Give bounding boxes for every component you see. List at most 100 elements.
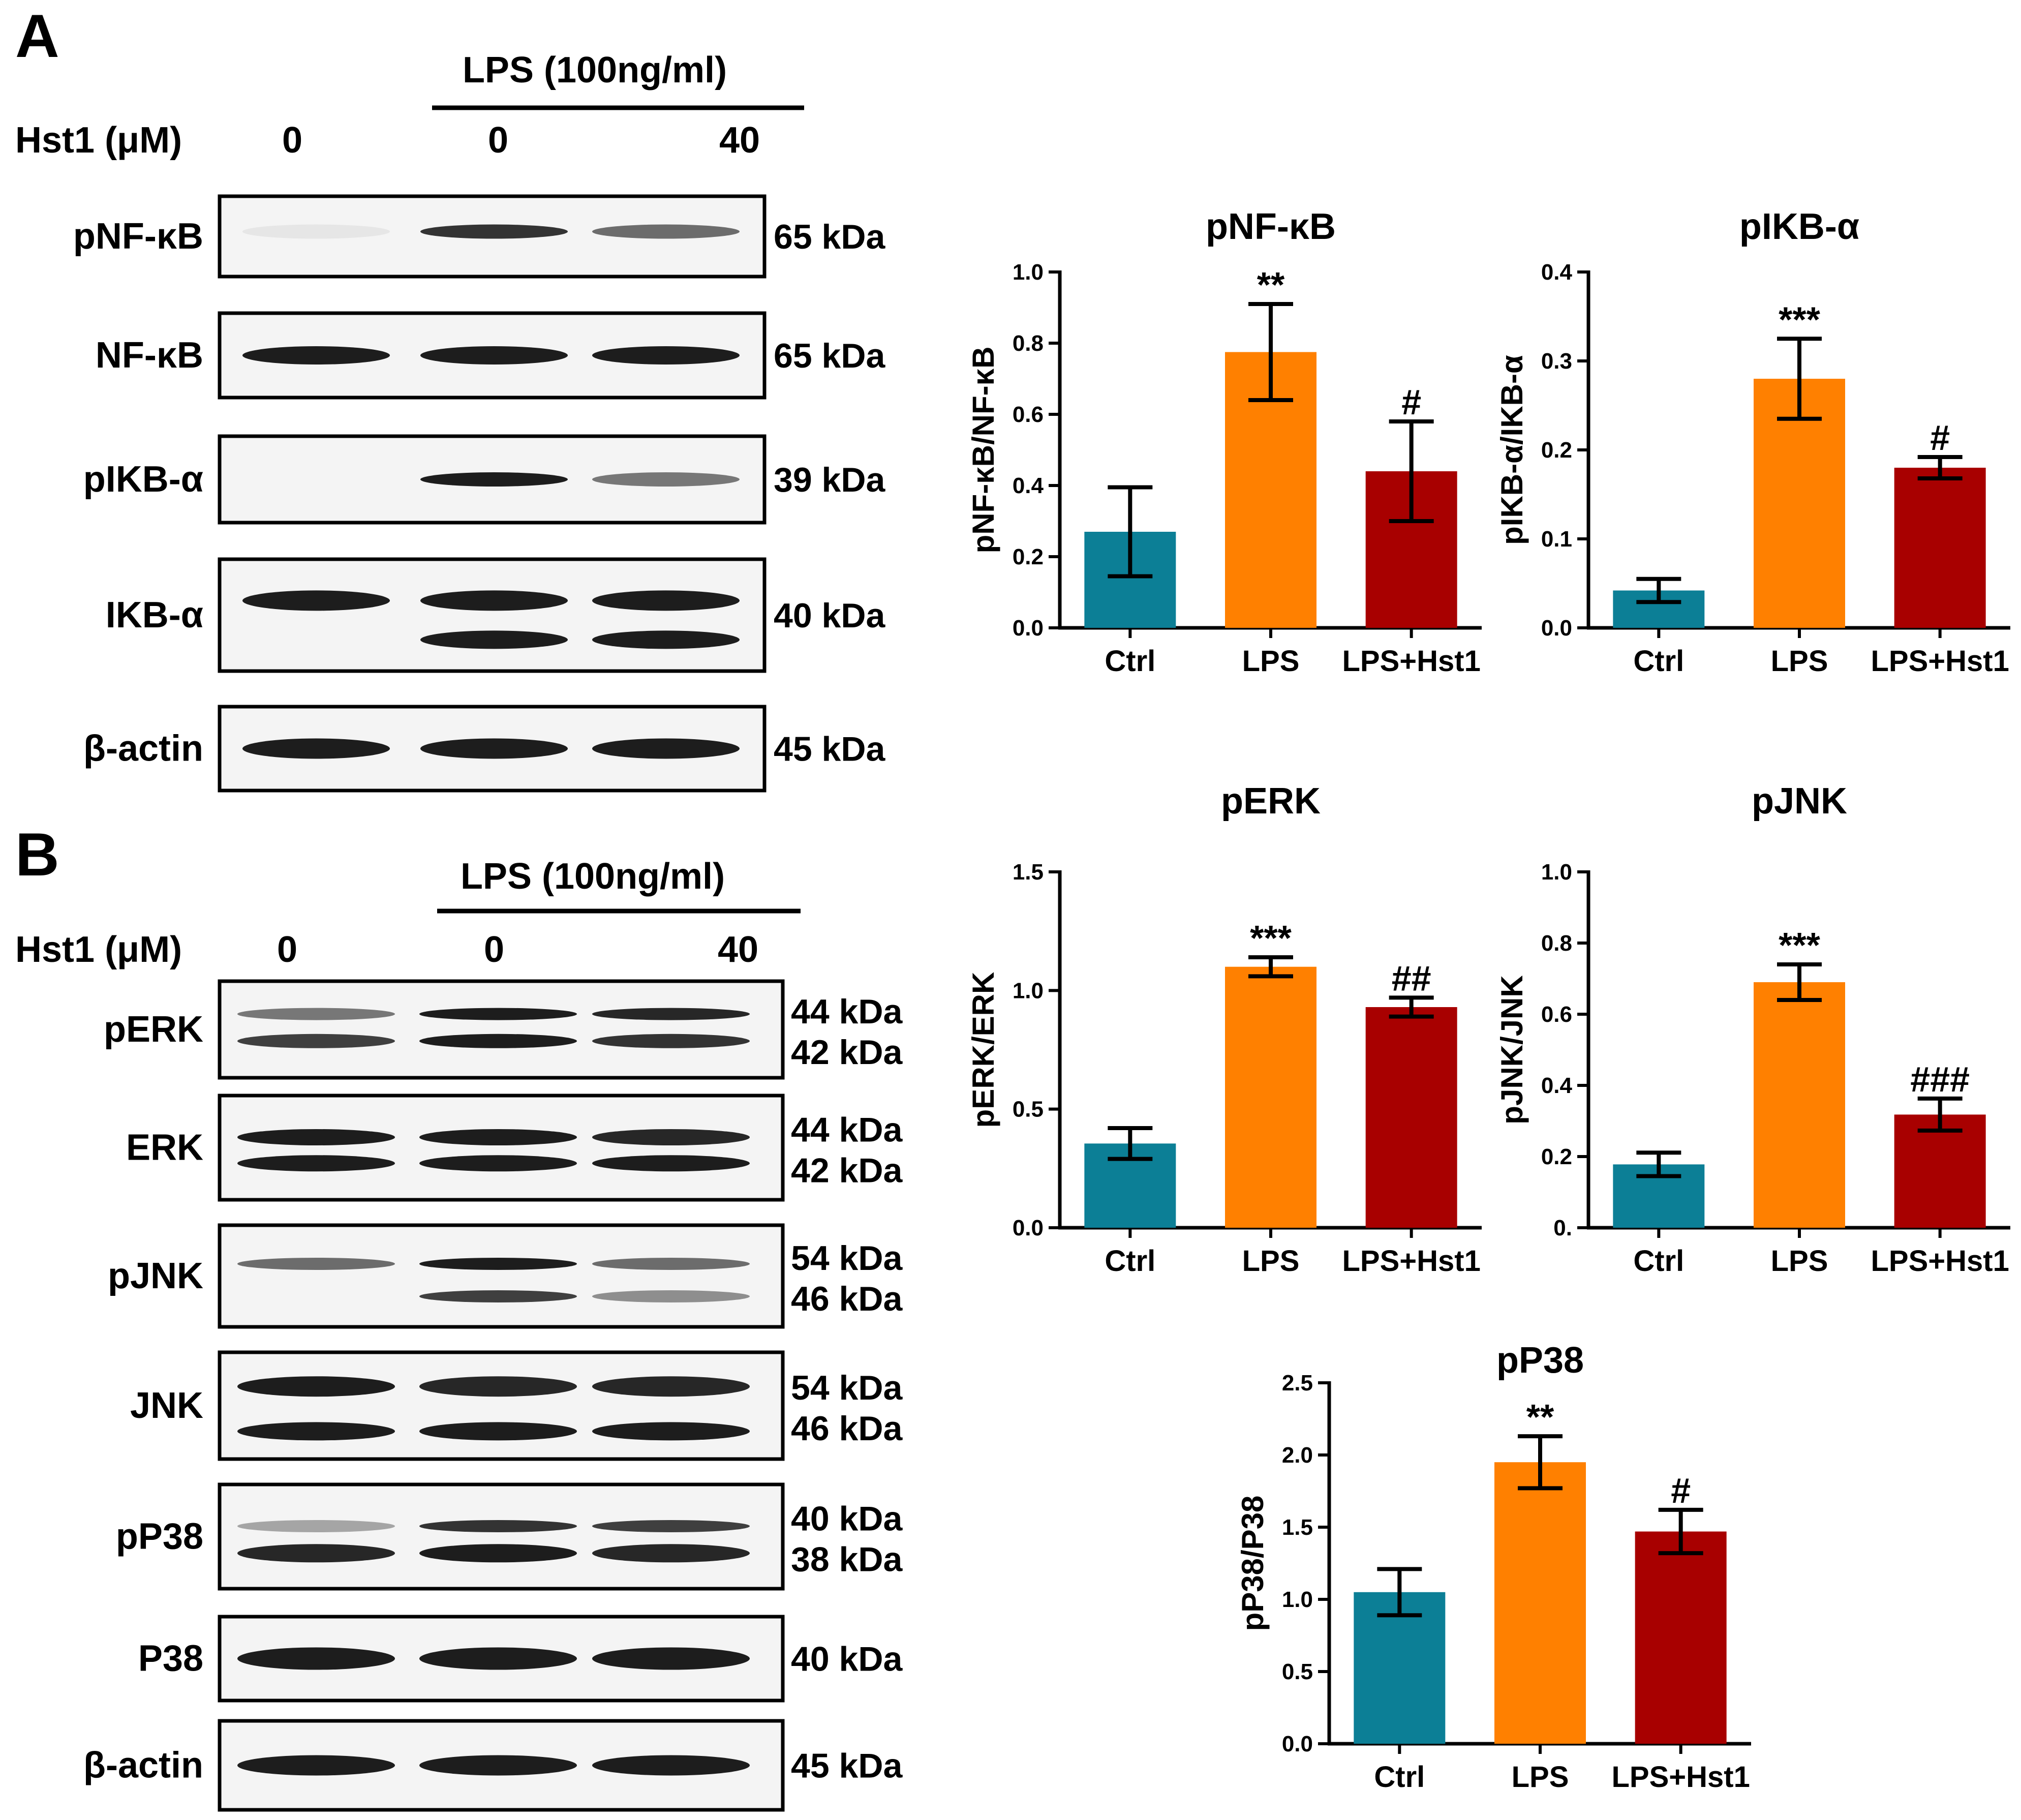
band <box>592 1422 750 1441</box>
band <box>237 1755 395 1776</box>
band <box>592 1258 750 1270</box>
band <box>420 346 568 365</box>
blot-strip-β-actin: β-actin 45 kDa <box>83 705 885 793</box>
band <box>592 630 740 649</box>
band <box>419 1376 577 1397</box>
blot-frame <box>218 1482 785 1591</box>
band <box>592 590 740 611</box>
dose-label: 0 <box>277 929 297 970</box>
y-tick-label: 0. <box>1553 1216 1572 1240</box>
kda-label: 44 kDa <box>791 992 903 1031</box>
y-tick-label: 1.0 <box>1013 978 1044 1003</box>
y-tick-label: 0.5 <box>1013 1097 1044 1122</box>
x-tick-label: Ctrl <box>1105 1245 1155 1278</box>
band <box>592 224 740 239</box>
band <box>419 1155 577 1172</box>
y-tick-label: 0.8 <box>1541 931 1572 956</box>
band <box>592 1544 750 1563</box>
band <box>592 1376 750 1397</box>
band <box>420 472 568 487</box>
band <box>592 1520 750 1532</box>
lps-header: LPS (100ng/ml) <box>463 50 727 90</box>
band <box>419 1647 577 1670</box>
y-tick-label: 1.5 <box>1013 860 1044 885</box>
band <box>237 1422 395 1441</box>
blot-frame <box>218 1094 785 1202</box>
band <box>419 1422 577 1441</box>
kda-label: 65 kDa <box>774 337 885 375</box>
y-axis-label: pERK/ERK <box>966 972 1000 1128</box>
band <box>592 738 740 759</box>
band <box>242 738 390 759</box>
y-tick-label: 0.4 <box>1013 473 1044 498</box>
band <box>237 1647 395 1670</box>
kda-label: 54 kDa <box>791 1369 903 1407</box>
dose-label: 0 <box>484 929 504 970</box>
kda-label: 40 kDa <box>791 1640 903 1679</box>
dose-label: 40 <box>718 929 758 970</box>
chart-title: pJNK <box>1752 781 1847 822</box>
bar <box>1225 966 1316 1228</box>
kda-label: 40 kDa <box>774 596 885 635</box>
band <box>592 1647 750 1670</box>
x-tick-label: LPS <box>1512 1761 1569 1794</box>
band <box>237 1258 395 1270</box>
band <box>420 590 568 611</box>
y-tick-label: 0.0 <box>1282 1732 1313 1756</box>
kda-label: 42 kDa <box>791 1151 903 1190</box>
blot-strip-NF-κB: NF-κB 65 kDa <box>96 311 885 400</box>
x-tick-label: LPS <box>1242 1245 1300 1278</box>
kda-label: 42 kDa <box>791 1033 903 1072</box>
band <box>242 590 390 611</box>
y-axis-label: pNF-κB/NF-κB <box>966 347 1000 554</box>
blot-frame <box>218 979 785 1080</box>
y-tick-label: 1.0 <box>1541 860 1572 885</box>
x-tick-label: LPS+Hst1 <box>1342 645 1480 678</box>
blot-label: pERK <box>104 1009 203 1050</box>
blot-label: ERK <box>126 1128 203 1168</box>
bar-chart-0: pNF-κB 0.0 0.2 0.4 0.6 0.8 1.0 pNF-κB/NF-κB Ctrl… <box>966 206 1482 678</box>
blot-label: β-actin <box>83 729 203 769</box>
y-tick-label: 2.0 <box>1282 1443 1313 1468</box>
band <box>592 1034 750 1048</box>
significance-label: ** <box>1526 1397 1554 1437</box>
blot-label: pP38 <box>116 1516 203 1557</box>
band <box>419 1034 577 1048</box>
band <box>237 1008 395 1020</box>
kda-label: 39 kDa <box>774 461 885 499</box>
band <box>592 1155 750 1172</box>
bar <box>1494 1462 1586 1744</box>
chart-title: pIKB-α <box>1739 206 1859 247</box>
x-tick-label: LPS <box>1771 1245 1828 1278</box>
y-tick-label: 0.4 <box>1541 260 1573 285</box>
bar <box>1354 1592 1446 1744</box>
blot-strip-pIKB-α: pIKB-α 39 kDa <box>83 434 885 525</box>
x-tick-label: LPS <box>1242 645 1300 678</box>
y-tick-label: 0.1 <box>1541 527 1572 552</box>
significance-label: *** <box>1250 918 1292 958</box>
significance-label: ## <box>1392 958 1431 998</box>
blot-label: P38 <box>138 1639 203 1679</box>
y-tick-label: 0.2 <box>1541 1144 1572 1169</box>
bar <box>1894 468 1986 628</box>
dose-label: 0 <box>488 120 508 161</box>
blot-panel-a: A LPS (100ng/ml) Hst1 (μM) 0 0 40 pNF-κB 65 kDa… <box>15 2 885 793</box>
blot-strip-β-actin: β-actin 45 kDa <box>83 1719 903 1812</box>
dose-label: 40 <box>719 120 760 161</box>
y-axis-label: pJNK/JNK <box>1495 975 1529 1124</box>
y-tick-label: 0.0 <box>1013 616 1044 641</box>
dose-label: 0 <box>282 120 302 161</box>
y-tick-label: 0.5 <box>1282 1659 1313 1684</box>
band <box>592 1008 750 1020</box>
blot-label: pJNK <box>108 1256 203 1296</box>
y-tick-label: 1.0 <box>1013 260 1044 285</box>
kda-label: 65 kDa <box>774 218 885 256</box>
band <box>420 738 568 759</box>
panel-letter: A <box>15 2 59 70</box>
band <box>592 1755 750 1776</box>
significance-label: ### <box>1910 1059 1970 1099</box>
